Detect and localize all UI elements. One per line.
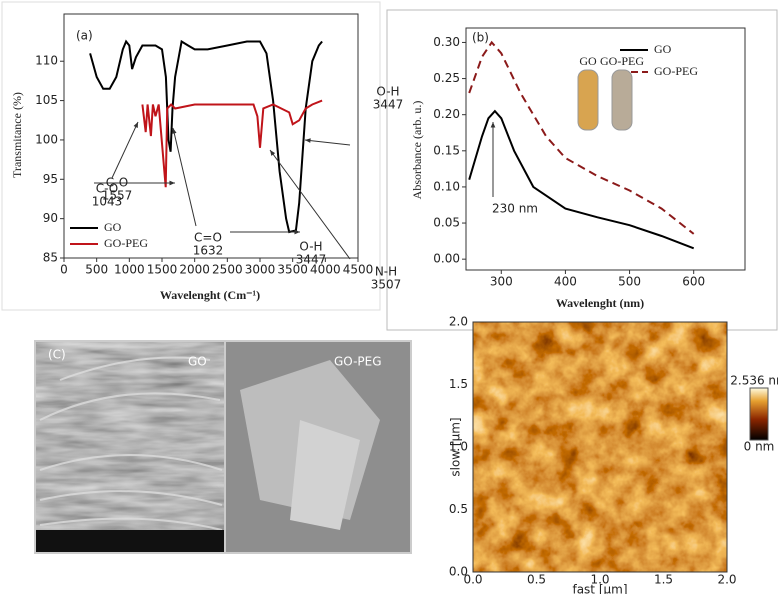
legend-label: GO: [654, 42, 672, 56]
y-tick-label: 0.30: [433, 35, 460, 49]
annotation-arrow: [173, 128, 196, 226]
arrow-head: [172, 128, 177, 134]
x-tick-label: 500: [618, 275, 641, 289]
y-tick-label: 100: [35, 132, 58, 146]
y-tick-label: 105: [35, 93, 58, 107]
x-tick-label: 0: [60, 263, 68, 277]
y-axis-title: Absorbance (arb. u.): [410, 101, 424, 200]
arrow-head: [294, 230, 300, 235]
figure: 0500100015002000250030003500400045008590…: [0, 0, 778, 594]
x-tick-label: 0.5: [527, 573, 546, 587]
y-axis-title: Transmitance (%): [10, 92, 24, 178]
y-tick-label: 0.20: [433, 107, 460, 121]
annotation: C-O: [106, 176, 129, 190]
annotation: 1557: [102, 189, 133, 203]
annotation: O-H: [299, 240, 322, 254]
legend-label: GO-PEG: [104, 236, 148, 250]
sem-info-bar: [36, 530, 224, 552]
colorbar: [750, 388, 768, 440]
inset-label: GO: [579, 54, 597, 68]
y-tick-label: 2.0: [449, 315, 468, 329]
x-tick-label: 2500: [212, 263, 243, 277]
arrow-head: [305, 138, 311, 143]
panel-label: (C): [48, 348, 66, 362]
image-label: GO-PEG: [334, 355, 382, 369]
x-tick-label: 2.0: [717, 573, 736, 587]
annotation: 230 nm: [492, 202, 538, 216]
y-tick-label: 0.5: [449, 502, 468, 516]
annotation: N-H: [375, 265, 397, 279]
annotation: O-H: [376, 85, 399, 99]
tube: [578, 70, 598, 130]
x-tick-label: 1500: [147, 263, 178, 277]
x-tick-label: 1000: [114, 263, 145, 277]
x-tick-label: 1.5: [654, 573, 673, 587]
sem-image: [36, 342, 224, 552]
y-tick-label: 0.00: [433, 252, 460, 266]
inset-label: GO-PEG: [600, 54, 644, 68]
annotation: 3447: [373, 98, 404, 112]
arrow-head: [491, 122, 496, 128]
colorbar-label: 2.536 nm: [730, 374, 778, 388]
y-tick-label: 110: [35, 54, 58, 68]
series-line: [90, 42, 322, 233]
series-line: [469, 111, 694, 248]
arrow-head: [169, 181, 175, 186]
y-tick-label: 1.5: [449, 377, 468, 391]
tube: [612, 70, 632, 130]
x-tick-label: 2000: [179, 263, 210, 277]
y-tick-label: 90: [43, 211, 58, 225]
y-tick-label: 0.0: [449, 565, 468, 579]
annotation: C=O: [194, 231, 222, 245]
y-tick-label: 0.15: [433, 143, 460, 157]
y-tick-label: 0.25: [433, 71, 460, 85]
x-tick-label: 3000: [245, 263, 276, 277]
panel-label: (a): [76, 29, 93, 43]
y-axis-title: slow [µm]: [449, 417, 463, 476]
annotation: 3507: [371, 278, 402, 292]
y-tick-label: 95: [43, 172, 58, 186]
arrow-head: [270, 150, 275, 156]
annotation: 1632: [193, 244, 224, 258]
x-tick-label: 500: [85, 263, 108, 277]
x-tick-label: 600: [682, 275, 705, 289]
annotation-arrow: [112, 122, 138, 178]
legend-label: GO-PEG: [654, 64, 698, 78]
y-tick-label: 85: [43, 251, 58, 265]
afm-image: [473, 322, 727, 572]
x-axis-title: Wavelenght (nm): [556, 296, 644, 310]
panel-label: (b): [472, 31, 489, 45]
y-tick-label: 0.05: [433, 216, 460, 230]
x-tick-label: 300: [490, 275, 513, 289]
sem-panel: [34, 340, 412, 554]
colorbar-label: 0 nm: [744, 440, 775, 454]
annotation: 3447: [296, 253, 327, 267]
legend-label: GO: [104, 220, 122, 234]
x-tick-label: 400: [554, 275, 577, 289]
image-label: GO: [188, 355, 207, 369]
annotation-arrow: [305, 140, 350, 145]
x-axis-title: fast [µm]: [572, 583, 627, 594]
x-axis-title: Wavelenght (Cm⁻¹): [160, 288, 260, 302]
x-tick-label: 4500: [343, 263, 374, 277]
y-tick-label: 0.10: [433, 179, 460, 193]
